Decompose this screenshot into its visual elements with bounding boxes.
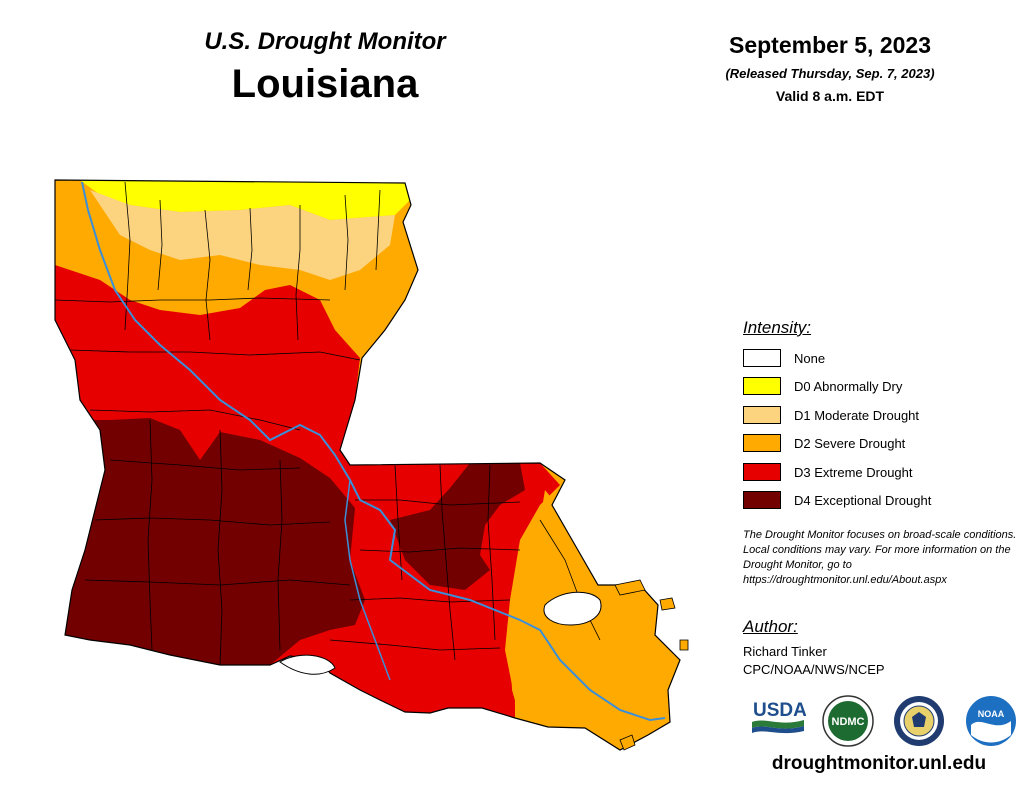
svg-text:NOAA: NOAA — [978, 709, 1005, 719]
state-outline — [54, 179, 681, 751]
legend-swatch — [743, 377, 781, 395]
coastal-islands — [614, 579, 689, 751]
website-link[interactable]: droughtmonitor.unl.edu — [771, 753, 987, 774]
usda-logo: USDA — [752, 700, 806, 734]
legend-item: D2 Severe Drought — [743, 432, 905, 454]
legend-swatch — [743, 491, 781, 509]
legend-item: None — [743, 347, 825, 369]
atchafalaya-river — [344, 479, 391, 681]
legend-swatch — [743, 434, 781, 452]
legend-item: D3 Extreme Drought — [743, 461, 913, 483]
author-heading: Author: — [743, 617, 798, 636]
legend-item: D1 Moderate Drought — [743, 404, 919, 426]
legend-item: D4 Exceptional Drought — [743, 489, 931, 511]
legend-label: D1 Moderate Drought — [794, 407, 920, 423]
legend-swatch — [743, 463, 781, 481]
doc-seal-logo — [894, 696, 944, 746]
map-date: September 5, 2023 — [728, 32, 931, 58]
release-date: (Released Thursday, Sep. 7, 2023) — [725, 66, 935, 81]
legend-title: Intensity: — [743, 318, 812, 337]
valid-time: Valid 8 a.m. EDT — [775, 88, 885, 104]
county-borders — [55, 181, 601, 666]
legend-label: D2 Severe Drought — [794, 435, 906, 451]
legend-label: D4 Exceptional Drought — [794, 492, 932, 508]
map-subtitle: U.S. Drought Monitor — [204, 28, 446, 55]
disclaimer-note: The Drought Monitor focuses on broad-sca… — [743, 529, 1017, 586]
svg-text:USDA: USDA — [753, 700, 806, 721]
author-organization: CPC/NOAA/NWS/NCEP — [743, 662, 885, 677]
legend-label: None — [794, 350, 826, 366]
louisiana-drought-map — [54, 179, 689, 751]
map-title: Louisiana — [231, 62, 419, 106]
legend-swatch — [743, 349, 781, 367]
lake-pontchartrain — [543, 591, 602, 626]
mississippi-river — [81, 181, 666, 722]
noaa-logo: NOAA — [966, 696, 1016, 746]
drought-d4-area-east — [390, 463, 525, 590]
vermilion-bay — [279, 654, 336, 675]
drought-d4-area — [60, 418, 365, 665]
ndmc-logo: NDMC — [822, 695, 874, 747]
drought-d0-area — [80, 180, 410, 220]
author-name: Richard Tinker — [743, 644, 827, 659]
legend-label: D0 Abnormally Dry — [794, 378, 903, 394]
svg-text:NDMC: NDMC — [832, 716, 865, 728]
drought-d1-area — [90, 190, 395, 280]
legend-swatch — [743, 406, 781, 424]
legend-label: D3 Extreme Drought — [794, 464, 913, 480]
legend-item: D0 Abnormally Dry — [743, 375, 902, 397]
